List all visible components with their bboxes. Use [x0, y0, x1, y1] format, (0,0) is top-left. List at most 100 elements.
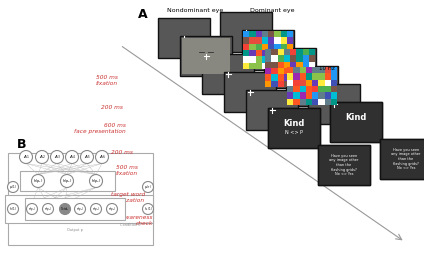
Text: 200 ms: 200 ms: [101, 105, 123, 110]
Bar: [284, 68, 290, 74]
Text: Dominant eye: Dominant eye: [250, 8, 294, 13]
Bar: [293, 92, 299, 99]
Bar: [243, 31, 293, 69]
Bar: [331, 73, 337, 80]
Circle shape: [8, 182, 19, 193]
Text: A: A: [138, 8, 148, 21]
Bar: [290, 68, 296, 74]
Bar: [287, 63, 293, 69]
Text: $h(p_1)$: $h(p_1)$: [33, 177, 43, 185]
Text: Kind: Kind: [345, 114, 367, 122]
Bar: [243, 44, 249, 50]
Bar: [287, 50, 293, 56]
Bar: [287, 99, 293, 105]
Bar: [302, 62, 309, 68]
Bar: [249, 31, 256, 37]
Bar: [324, 86, 331, 92]
Bar: [324, 73, 331, 80]
Text: 500 ms
fixation: 500 ms fixation: [116, 165, 138, 176]
Circle shape: [8, 203, 19, 214]
Bar: [287, 31, 293, 37]
Text: $h(p_2)$: $h(p_2)$: [62, 177, 72, 185]
Bar: [306, 86, 312, 92]
Bar: [268, 108, 320, 148]
Text: $\pi(p_5)$: $\pi(p_5)$: [108, 205, 116, 213]
Circle shape: [106, 203, 117, 214]
Bar: [331, 67, 337, 73]
Text: $p_s(r)$: $p_s(r)$: [144, 183, 152, 191]
Bar: [290, 55, 296, 62]
Bar: [271, 68, 277, 74]
Bar: [220, 12, 272, 52]
Text: $\pi(p_1)$: $\pi(p_1)$: [28, 205, 36, 213]
Bar: [268, 56, 274, 63]
Bar: [274, 31, 281, 37]
Bar: [324, 80, 331, 86]
Text: $A_2$: $A_2$: [39, 153, 45, 161]
Text: $A_5$: $A_5$: [84, 153, 90, 161]
Text: $h_R(1)$: $h_R(1)$: [144, 205, 153, 213]
Text: $h_L(1)$: $h_L(1)$: [8, 205, 17, 213]
Bar: [293, 80, 299, 86]
Bar: [20, 171, 115, 191]
Bar: [271, 49, 277, 55]
Bar: [299, 80, 306, 86]
Bar: [309, 62, 315, 68]
Text: $Total_y$: $Total_y$: [60, 205, 70, 212]
Bar: [262, 50, 268, 56]
Bar: [265, 68, 271, 74]
Circle shape: [81, 151, 94, 164]
Bar: [330, 102, 382, 142]
Bar: [268, 44, 274, 50]
Bar: [318, 145, 370, 185]
Circle shape: [142, 182, 153, 193]
Bar: [268, 108, 320, 148]
Bar: [287, 37, 293, 44]
Bar: [277, 55, 284, 62]
Text: awareness
check: awareness check: [122, 215, 153, 226]
Text: Have you seen
any image other
than the
flashing grids?
No <> Yes: Have you seen any image other than the f…: [391, 148, 421, 170]
Text: Kind: Kind: [283, 119, 305, 129]
Bar: [284, 74, 290, 81]
Bar: [268, 31, 274, 37]
Bar: [243, 31, 249, 37]
Text: N <> P: N <> P: [285, 131, 303, 135]
Text: Output p: Output p: [67, 228, 83, 232]
Bar: [256, 56, 262, 63]
Bar: [287, 44, 293, 50]
Bar: [331, 80, 337, 86]
Bar: [224, 72, 276, 112]
Circle shape: [26, 203, 37, 214]
Bar: [306, 99, 312, 105]
Bar: [262, 31, 268, 37]
Bar: [242, 30, 294, 70]
Circle shape: [90, 203, 101, 214]
Text: $p_s(1)$: $p_s(1)$: [9, 183, 17, 191]
Bar: [256, 50, 262, 56]
Bar: [324, 67, 331, 73]
Bar: [265, 74, 271, 81]
Bar: [306, 80, 312, 86]
Bar: [243, 56, 249, 63]
Bar: [296, 81, 302, 87]
Bar: [274, 63, 281, 69]
Bar: [318, 99, 324, 105]
Bar: [299, 99, 306, 105]
Text: 200 ms: 200 ms: [111, 150, 133, 155]
Text: $\pi(p_4)$: $\pi(p_4)$: [92, 205, 100, 213]
Bar: [309, 81, 315, 87]
Bar: [274, 44, 281, 50]
Bar: [281, 56, 287, 63]
Bar: [281, 63, 287, 69]
Bar: [287, 86, 293, 92]
Bar: [265, 49, 315, 87]
Bar: [318, 73, 324, 80]
Bar: [256, 31, 262, 37]
Bar: [284, 49, 290, 55]
Text: $A_4$: $A_4$: [69, 153, 75, 161]
Bar: [318, 80, 324, 86]
Bar: [312, 86, 318, 92]
Bar: [287, 80, 293, 86]
Bar: [306, 73, 312, 80]
Bar: [249, 37, 256, 44]
